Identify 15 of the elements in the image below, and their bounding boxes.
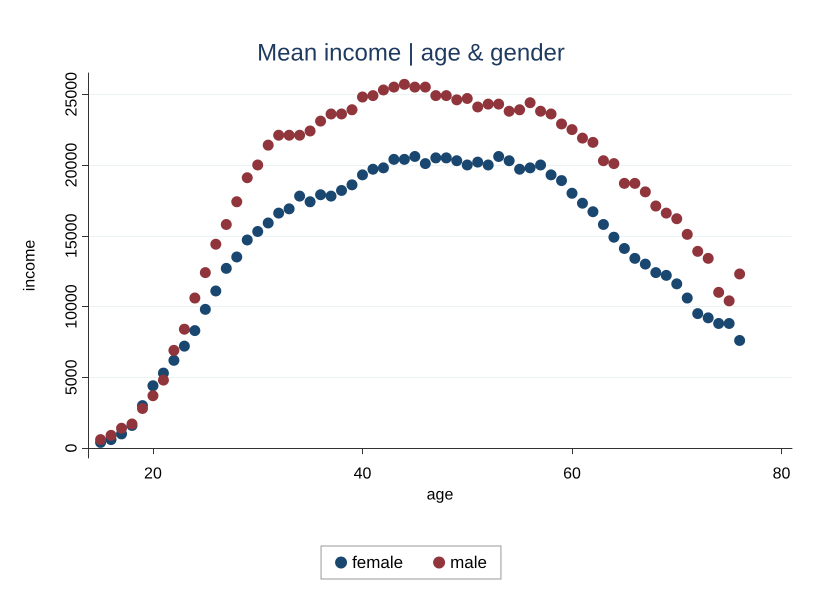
y-axis-title: income bbox=[22, 240, 38, 292]
x-tick-label: 80 bbox=[772, 466, 791, 482]
y-tick-label: 20000 bbox=[64, 142, 80, 188]
legend-label: female bbox=[352, 553, 404, 572]
chart-title: Mean income | age & gender bbox=[257, 40, 565, 66]
x-axis-title: age bbox=[426, 486, 454, 504]
y-tick-label: 15000 bbox=[64, 213, 80, 258]
y-tick-label: 10000 bbox=[64, 284, 80, 329]
x-tick-label: 40 bbox=[354, 466, 372, 482]
y-tick-label: 5000 bbox=[64, 359, 80, 396]
legend-label: male bbox=[450, 553, 487, 572]
x-tick-label: 20 bbox=[144, 466, 162, 482]
y-tick-label: 0 bbox=[64, 444, 80, 453]
x-tick-label: 60 bbox=[563, 466, 581, 482]
y-tick-label: 25000 bbox=[64, 72, 80, 116]
